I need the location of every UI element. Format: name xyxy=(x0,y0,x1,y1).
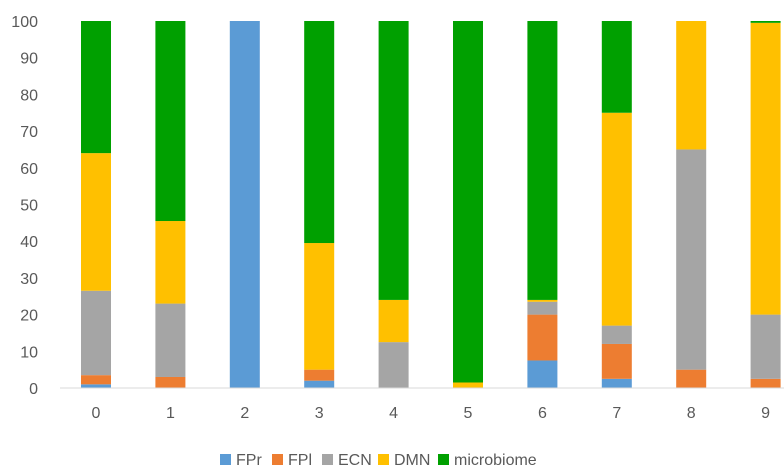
x-axis-tick-labels: 0 1 2 3 4 5 6 7 8 9 xyxy=(92,405,771,422)
bar-segment-FPr-3 xyxy=(304,380,335,388)
y-tick-label: 10 xyxy=(20,344,38,361)
y-tick-label: 20 xyxy=(20,308,38,325)
x-tick-label: 0 xyxy=(92,405,101,422)
bar-segment-DMN-1 xyxy=(155,221,186,304)
bar-segment-FPl-3 xyxy=(304,369,335,381)
x-tick-label: 9 xyxy=(761,405,770,422)
bar-segment-FPl-7 xyxy=(601,343,632,379)
bar-segment-microbiome-1 xyxy=(155,21,186,222)
legend: FPr FPl ECN DMN microbiome xyxy=(220,452,537,469)
bar-segment-DMN-0 xyxy=(81,153,111,291)
bar-segment-FPl-6 xyxy=(527,314,558,361)
x-tick-label: 2 xyxy=(240,405,249,422)
bar-segment-ECN-7 xyxy=(601,325,632,344)
y-tick-label: 50 xyxy=(20,198,38,215)
x-tick-label: 4 xyxy=(389,405,398,422)
y-axis-tick-labels: 0 10 20 30 40 50 60 70 80 90 100 xyxy=(11,14,38,398)
bar-segment-DMN-4 xyxy=(378,299,409,343)
y-tick-label: 30 xyxy=(20,271,38,288)
legend-swatch-microbiome xyxy=(438,454,449,465)
legend-swatch-FPr xyxy=(220,454,231,465)
bar-segment-microbiome-6 xyxy=(527,21,558,300)
bar-segment-microbiome-3 xyxy=(304,21,335,244)
bar-segment-DMN-9 xyxy=(750,22,781,315)
bar-segment-ECN-1 xyxy=(155,303,186,377)
bar-segment-DMN-3 xyxy=(304,243,335,370)
legend-label-DMN: DMN xyxy=(394,452,430,469)
bar-segment-microbiome-7 xyxy=(601,21,632,113)
y-tick-label: 100 xyxy=(11,14,38,31)
bar-segment-ECN-0 xyxy=(81,290,111,376)
bar-segment-FPr-2 xyxy=(229,21,260,388)
x-tick-label: 5 xyxy=(464,405,473,422)
bar-segment-ECN-9 xyxy=(750,314,781,379)
x-tick-label: 1 xyxy=(166,405,175,422)
legend-label-FPr: FPr xyxy=(236,452,262,469)
bar-segment-FPr-7 xyxy=(601,378,632,388)
y-tick-label: 80 xyxy=(20,87,38,104)
bar-segment-FPr-0 xyxy=(81,384,111,388)
bar-segment-microbiome-0 xyxy=(81,21,111,154)
legend-label-FPl: FPl xyxy=(288,452,312,469)
legend-swatch-ECN xyxy=(322,454,333,465)
x-tick-label: 7 xyxy=(612,405,621,422)
bar-segment-microbiome-9 xyxy=(750,21,781,23)
y-tick-label: 90 xyxy=(20,51,38,68)
legend-swatch-DMN xyxy=(378,454,389,465)
bar-segment-FPl-1 xyxy=(155,376,186,388)
bar-segment-microbiome-5 xyxy=(453,21,483,383)
x-tick-label: 8 xyxy=(687,405,696,422)
bar-segment-ECN-8 xyxy=(676,149,707,370)
y-tick-label: 0 xyxy=(29,381,38,398)
bar-segment-ECN-6 xyxy=(527,301,558,315)
bar-segment-DMN-8 xyxy=(676,21,707,150)
legend-swatch-FPl xyxy=(272,454,283,465)
bar-stacks xyxy=(81,21,781,388)
legend-label-microbiome: microbiome xyxy=(454,452,537,469)
bar-segment-DMN-5 xyxy=(453,382,483,388)
bar-segment-DMN-6 xyxy=(527,299,558,302)
y-tick-label: 40 xyxy=(20,234,38,251)
bar-segment-FPl-0 xyxy=(81,375,111,385)
bar-segment-FPl-9 xyxy=(750,378,781,388)
bar-segment-microbiome-4 xyxy=(378,21,409,300)
bar-segment-ECN-4 xyxy=(378,342,409,388)
y-tick-label: 60 xyxy=(20,161,38,178)
bar-segment-DMN-7 xyxy=(601,112,632,326)
legend-label-ECN: ECN xyxy=(338,452,372,469)
bar-segment-FPl-8 xyxy=(676,369,707,388)
bar-segment-FPr-6 xyxy=(527,360,558,388)
x-tick-label: 6 xyxy=(538,405,547,422)
x-tick-label: 3 xyxy=(315,405,324,422)
y-tick-label: 70 xyxy=(20,124,38,141)
